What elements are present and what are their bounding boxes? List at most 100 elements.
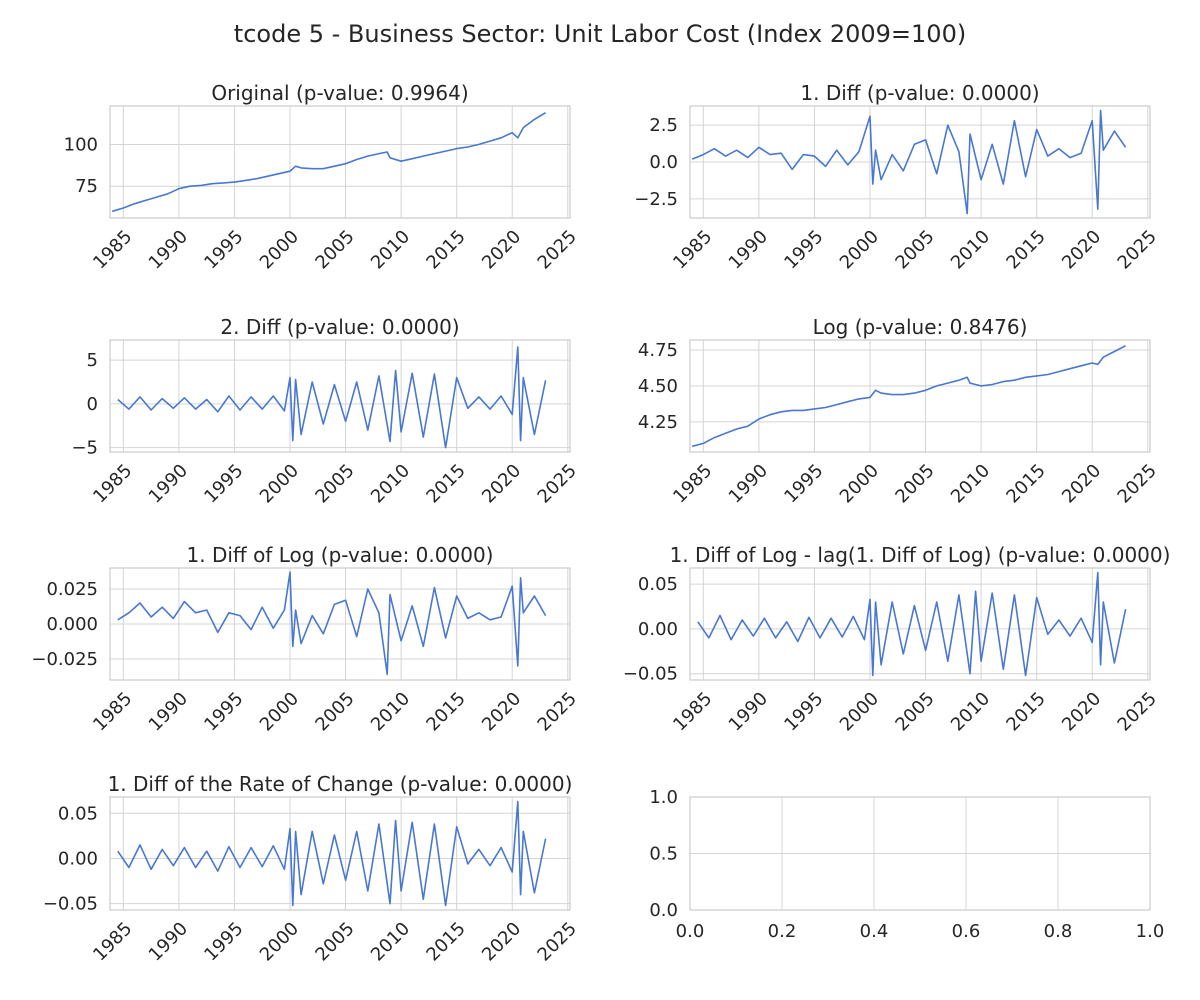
y-tick-label: 0.05 [638,574,678,595]
series-line [117,346,547,449]
x-tick-label: 1990 [145,460,192,507]
x-tick-label: 2005 [311,918,358,965]
x-tick-label: 0.4 [860,921,889,942]
x-tick-label: 1995 [780,460,827,507]
x-tick-label: 2020 [478,918,525,965]
y-tick-label: 0 [87,394,98,415]
x-tick-label: 0.8 [1044,921,1073,942]
x-tick-label: 2000 [836,460,883,507]
y-tick-label: −0.025 [31,649,98,670]
x-tick-label: 1985 [89,918,136,965]
x-tick-label: 1995 [200,688,247,735]
x-tick-label: 1995 [780,688,827,735]
series-line [691,344,1126,448]
x-tick-label: 2025 [1114,688,1161,735]
x-tick-label: 2025 [534,918,581,965]
x-tick-label: 2020 [1058,460,1105,507]
series-line [697,571,1127,677]
x-tick-label: 2015 [422,460,469,507]
axes-frame [689,796,1151,911]
x-tick-label: 2025 [1114,226,1161,273]
x-tick-label: 1995 [200,460,247,507]
x-tick-label: 2015 [422,226,469,273]
x-tick-label: 2000 [836,688,883,735]
axes-frame [109,339,571,453]
x-tick-label: 1985 [669,226,716,273]
y-tick-label: 0.000 [46,614,98,635]
axes-frame [109,796,571,911]
y-tick-label: 4.50 [638,376,678,397]
x-tick-label: 2010 [947,460,994,507]
y-tick-label: 4.25 [638,412,678,433]
subplot-title: 1. Diff of Log - lag(1. Diff of Log) (p-… [670,543,1171,567]
y-tick-label: 0.00 [58,848,98,869]
axes-frame [109,567,571,681]
y-tick-label: −0.05 [43,894,98,915]
x-tick-label: 2010 [367,918,414,965]
series-line [111,112,547,213]
subplot-title: 1. Diff of the Rate of Change (p-value: … [108,772,573,796]
axes-frame [689,105,1151,219]
y-tick-label: 5 [87,350,98,371]
y-tick-label: 0.0 [649,152,678,173]
figure-title: tcode 5 - Business Sector: Unit Labor Co… [234,20,966,48]
x-tick-label: 2020 [478,226,525,273]
y-tick-label: 100 [64,134,98,155]
y-tick-label: −0.05 [623,664,678,685]
y-tick-label: 75 [75,176,98,197]
x-tick-label: 2000 [256,226,303,273]
y-tick-label: 0.05 [58,803,98,824]
subplot-title: 2. Diff (p-value: 0.0000) [220,315,459,339]
x-tick-label: 2000 [256,918,303,965]
x-tick-label: 2010 [947,688,994,735]
y-tick-label: 0.5 [649,844,678,865]
x-tick-label: 2020 [478,688,525,735]
x-tick-label: 2015 [1002,688,1049,735]
x-tick-label: 1985 [669,688,716,735]
subplot-5: 1. Diff of Log (p-value: 0.0000) −0.025 0.… [31,543,580,735]
axes-frame [109,105,571,219]
series-line [117,800,547,907]
subplot-title: 1. Diff (p-value: 0.0000) [800,81,1039,105]
x-tick-label: 2015 [1002,460,1049,507]
y-tick-label: 0.00 [638,619,678,640]
subplot-title: Log (p-value: 0.8476) [813,315,1028,339]
subplot-8: 0.0 0.5 1.0 0.0 0.2 0.4 0.6 0.8 1.0 [649,787,1164,942]
x-tick-label: 2000 [256,460,303,507]
x-tick-label: 2005 [891,460,938,507]
x-tick-label: 2000 [256,688,303,735]
y-tick-label: −2.5 [634,189,678,210]
x-tick-label: 2020 [478,460,525,507]
subplot-7: 1. Diff of the Rate of Change (p-value: … [43,772,581,965]
x-tick-label: 1995 [200,226,247,273]
subplot-title: Original (p-value: 0.9964) [211,81,468,105]
x-tick-label: 1985 [669,460,716,507]
x-tick-label: 1995 [780,226,827,273]
series-line [117,571,547,676]
x-tick-label: 2025 [1114,460,1161,507]
x-tick-label: 2015 [1002,226,1049,273]
x-tick-label: 1990 [725,226,772,273]
x-tick-label: 1990 [725,460,772,507]
x-tick-label: 1990 [145,918,192,965]
x-tick-label: 0.6 [952,921,981,942]
x-tick-label: 2000 [836,226,883,273]
x-tick-label: 2005 [891,226,938,273]
x-tick-label: 0.0 [676,921,705,942]
x-tick-label: 1.0 [1136,921,1165,942]
subplot-title: 1. Diff of Log (p-value: 0.0000) [187,543,494,567]
x-tick-label: 1995 [200,918,247,965]
y-tick-label: 1.0 [649,787,678,808]
x-tick-label: 1985 [89,226,136,273]
y-tick-label: 2.5 [649,115,678,136]
x-tick-label: 1990 [725,688,772,735]
x-tick-label: 2005 [311,688,358,735]
x-tick-label: 2025 [534,460,581,507]
x-tick-label: 1985 [89,460,136,507]
x-tick-label: 2020 [1058,688,1105,735]
subplot-6: 1. Diff of Log - lag(1. Diff of Log) (p-… [623,543,1171,735]
